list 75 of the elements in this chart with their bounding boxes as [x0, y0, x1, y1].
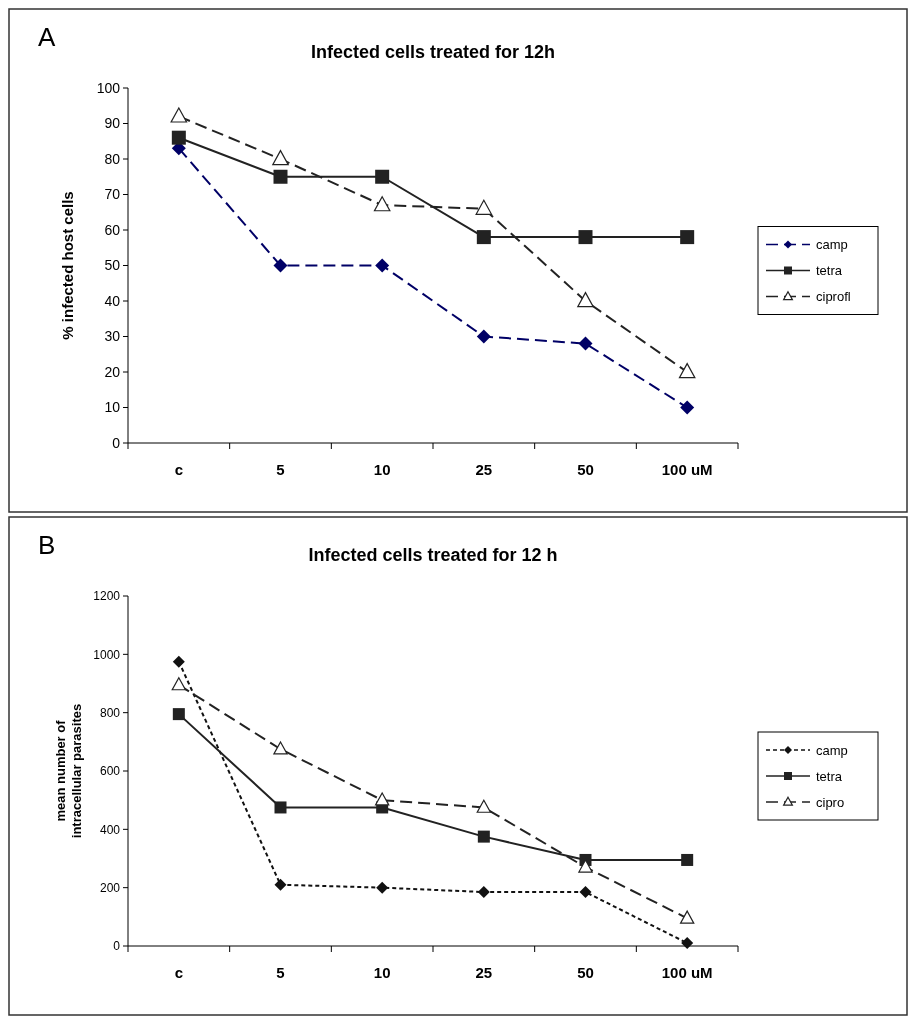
point — [476, 230, 491, 245]
point — [376, 881, 389, 894]
point — [172, 708, 185, 721]
legend-label: tetra — [816, 263, 843, 279]
y-tick-label: 0 — [113, 939, 121, 954]
point — [171, 677, 187, 691]
legend-label: ciprofl — [816, 289, 851, 305]
legend-label: cipro — [816, 794, 845, 810]
point — [577, 292, 594, 308]
y-tick-label: 0 — [112, 434, 121, 451]
point — [375, 258, 390, 273]
y-tick-label: 20 — [104, 363, 121, 380]
text: B — [38, 530, 56, 560]
point — [579, 886, 592, 899]
point — [273, 169, 288, 184]
y-axis-title: mean number of intracellular parasites — [53, 703, 84, 839]
text: A — [38, 22, 56, 52]
point — [477, 830, 490, 843]
y-tick-label: 80 — [104, 150, 121, 167]
x-tick-label: 25 — [475, 964, 493, 981]
legend-label: camp — [816, 742, 848, 758]
x-tick-label: c — [174, 964, 184, 981]
y-tick-label: 200 — [99, 880, 121, 895]
y-tick-label: 40 — [104, 292, 121, 309]
y-tick-label: 60 — [104, 221, 121, 238]
y-tick-label: 1000 — [93, 647, 121, 662]
x-tick-label: 5 — [276, 964, 285, 981]
legend-label: tetra — [816, 768, 843, 784]
point — [476, 329, 491, 344]
y-tick-label: 800 — [99, 705, 121, 720]
point — [679, 910, 695, 924]
point — [274, 878, 287, 891]
y-tick-label: 400 — [99, 822, 121, 837]
x-tick-label: 50 — [577, 461, 594, 478]
y-axis-title: % infected host cells — [59, 191, 76, 340]
point — [273, 741, 288, 755]
point — [273, 258, 288, 273]
x-tick-label: c — [174, 461, 184, 478]
y-tick-label: 100 — [96, 79, 121, 96]
point — [374, 792, 390, 806]
chart-title: Infected cells treated for 12h — [310, 42, 556, 62]
x-tick-label: 100 uM — [661, 964, 713, 981]
y-tick-label: 70 — [104, 186, 121, 203]
point — [680, 400, 695, 415]
point — [375, 169, 390, 184]
point — [680, 230, 695, 245]
y-tick-label: 10 — [104, 399, 121, 416]
point — [678, 363, 696, 379]
y-tick-label: 30 — [104, 328, 121, 345]
x-tick-label: 100 uM — [661, 461, 713, 478]
chart-title: Infected cells treated for 12 h — [308, 545, 558, 565]
x-tick-label: 5 — [276, 461, 285, 478]
point — [170, 107, 188, 123]
point — [476, 799, 492, 813]
point — [681, 937, 694, 950]
y-tick-label: 50 — [104, 257, 121, 274]
point — [477, 886, 490, 899]
x-tick-label: 50 — [577, 964, 594, 981]
x-tick-label: 25 — [475, 461, 493, 478]
point — [172, 655, 185, 668]
point — [578, 336, 593, 351]
point — [578, 230, 593, 245]
y-tick-label: 90 — [104, 115, 121, 132]
x-tick-label: 10 — [373, 461, 391, 478]
point — [475, 199, 493, 215]
x-tick-label: 10 — [373, 964, 391, 981]
point — [272, 150, 289, 166]
y-tick-label: 1200 — [93, 589, 121, 604]
y-tick-label: 600 — [99, 764, 121, 779]
legend-label: camp — [816, 237, 848, 253]
point — [171, 130, 186, 145]
point — [578, 859, 593, 873]
point — [681, 853, 694, 866]
point — [274, 801, 287, 814]
point — [373, 196, 391, 212]
